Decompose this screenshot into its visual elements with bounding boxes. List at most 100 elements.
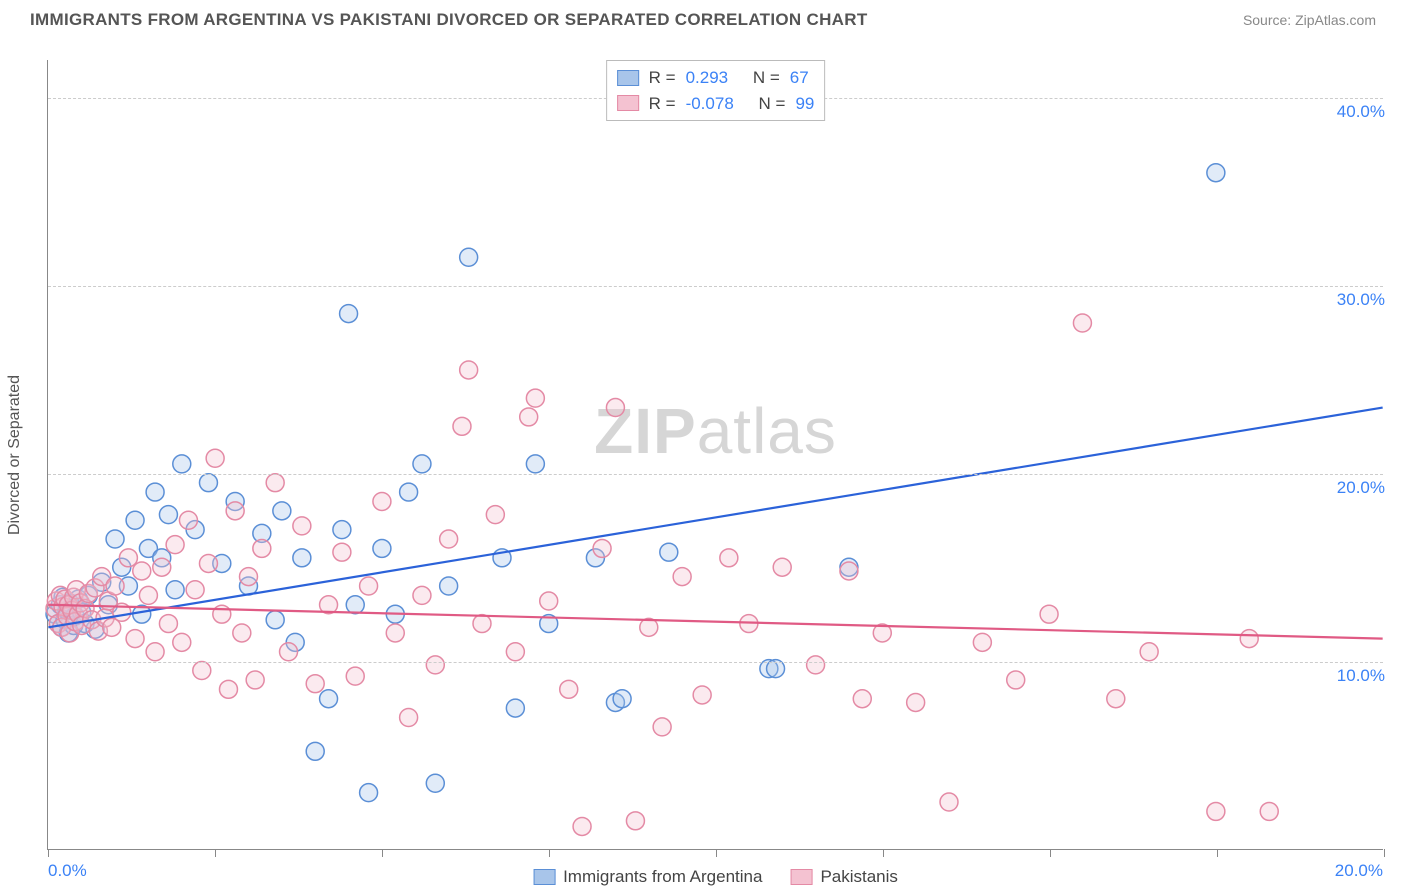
x-tick bbox=[1050, 849, 1051, 857]
scatter-point-pakistanis bbox=[673, 568, 691, 586]
scatter-point-argentina bbox=[426, 774, 444, 792]
y-tick-label: 30.0% bbox=[1331, 290, 1385, 310]
scatter-point-pakistanis bbox=[506, 643, 524, 661]
legend-stats-row-pakistanis: R = -0.078 N = 99 bbox=[617, 91, 815, 117]
x-tick bbox=[48, 849, 49, 857]
scatter-point-pakistanis bbox=[413, 586, 431, 604]
scatter-point-argentina bbox=[146, 483, 164, 501]
scatter-point-pakistanis bbox=[233, 624, 251, 642]
scatter-point-pakistanis bbox=[293, 517, 311, 535]
scatter-point-pakistanis bbox=[426, 656, 444, 674]
scatter-point-pakistanis bbox=[199, 554, 217, 572]
x-tick bbox=[883, 849, 884, 857]
scatter-point-pakistanis bbox=[1260, 802, 1278, 820]
scatter-point-argentina bbox=[413, 455, 431, 473]
legend-item-argentina: Immigrants from Argentina bbox=[533, 867, 762, 887]
plot-svg bbox=[48, 60, 1383, 849]
scatter-point-pakistanis bbox=[1207, 802, 1225, 820]
scatter-point-pakistanis bbox=[253, 539, 271, 557]
scatter-point-pakistanis bbox=[720, 549, 738, 567]
scatter-point-argentina bbox=[346, 596, 364, 614]
scatter-point-pakistanis bbox=[593, 539, 611, 557]
scatter-point-pakistanis bbox=[146, 643, 164, 661]
scatter-point-pakistanis bbox=[373, 492, 391, 510]
scatter-point-argentina bbox=[340, 305, 358, 323]
scatter-point-argentina bbox=[106, 530, 124, 548]
grid-line bbox=[48, 662, 1383, 663]
x-tick bbox=[215, 849, 216, 857]
scatter-point-pakistanis bbox=[280, 643, 298, 661]
x-tick-label: 20.0% bbox=[1335, 861, 1383, 881]
scatter-point-pakistanis bbox=[853, 690, 871, 708]
scatter-point-pakistanis bbox=[486, 506, 504, 524]
scatter-point-argentina bbox=[660, 543, 678, 561]
scatter-point-argentina bbox=[173, 455, 191, 473]
scatter-point-pakistanis bbox=[386, 624, 404, 642]
x-tick bbox=[716, 849, 717, 857]
scatter-point-argentina bbox=[373, 539, 391, 557]
source-label: Source: bbox=[1243, 12, 1291, 28]
r-value-argentina: 0.293 bbox=[686, 65, 729, 91]
scatter-point-argentina bbox=[320, 690, 338, 708]
n-label: N = bbox=[759, 91, 786, 117]
scatter-point-pakistanis bbox=[940, 793, 958, 811]
scatter-point-argentina bbox=[126, 511, 144, 529]
n-value-pakistanis: 99 bbox=[795, 91, 814, 117]
scatter-point-argentina bbox=[159, 506, 177, 524]
scatter-point-pakistanis bbox=[126, 630, 144, 648]
swatch-argentina bbox=[533, 869, 555, 885]
scatter-point-pakistanis bbox=[1007, 671, 1025, 689]
scatter-point-pakistanis bbox=[360, 577, 378, 595]
scatter-point-pakistanis bbox=[840, 562, 858, 580]
scatter-point-pakistanis bbox=[219, 680, 237, 698]
scatter-point-pakistanis bbox=[333, 543, 351, 561]
scatter-point-argentina bbox=[333, 521, 351, 539]
scatter-point-pakistanis bbox=[179, 511, 197, 529]
scatter-point-pakistanis bbox=[119, 549, 137, 567]
scatter-point-pakistanis bbox=[693, 686, 711, 704]
scatter-point-pakistanis bbox=[186, 581, 204, 599]
scatter-point-pakistanis bbox=[240, 568, 258, 586]
legend-label-pakistanis: Pakistanis bbox=[820, 867, 897, 887]
legend-stats-box: R = 0.293 N = 67 R = -0.078 N = 99 bbox=[606, 60, 826, 121]
source-site: ZipAtlas.com bbox=[1295, 12, 1376, 28]
x-tick bbox=[1217, 849, 1218, 857]
chart-header: IMMIGRANTS FROM ARGENTINA VS PAKISTANI D… bbox=[0, 0, 1406, 36]
scatter-point-pakistanis bbox=[540, 592, 558, 610]
scatter-point-argentina bbox=[460, 248, 478, 266]
scatter-point-pakistanis bbox=[807, 656, 825, 674]
scatter-point-argentina bbox=[506, 699, 524, 717]
scatter-point-pakistanis bbox=[213, 605, 231, 623]
scatter-point-pakistanis bbox=[440, 530, 458, 548]
source-attribution: Source: ZipAtlas.com bbox=[1243, 12, 1376, 28]
scatter-point-pakistanis bbox=[1240, 630, 1258, 648]
scatter-point-argentina bbox=[199, 474, 217, 492]
scatter-point-argentina bbox=[440, 577, 458, 595]
scatter-point-argentina bbox=[1207, 164, 1225, 182]
scatter-point-pakistanis bbox=[473, 615, 491, 633]
scatter-point-pakistanis bbox=[653, 718, 671, 736]
scatter-point-pakistanis bbox=[193, 662, 211, 680]
scatter-point-pakistanis bbox=[526, 389, 544, 407]
scatter-point-argentina bbox=[266, 611, 284, 629]
r-value-pakistanis: -0.078 bbox=[686, 91, 734, 117]
x-tick bbox=[1384, 849, 1385, 857]
legend-stats-row-argentina: R = 0.293 N = 67 bbox=[617, 65, 815, 91]
scatter-point-argentina bbox=[293, 549, 311, 567]
legend-item-pakistanis: Pakistanis bbox=[790, 867, 897, 887]
x-tick bbox=[382, 849, 383, 857]
scatter-point-pakistanis bbox=[573, 817, 591, 835]
x-tick bbox=[549, 849, 550, 857]
swatch-pakistanis bbox=[617, 95, 639, 111]
scatter-point-pakistanis bbox=[266, 474, 284, 492]
scatter-point-argentina bbox=[273, 502, 291, 520]
scatter-point-pakistanis bbox=[159, 615, 177, 633]
scatter-point-pakistanis bbox=[1140, 643, 1158, 661]
scatter-point-pakistanis bbox=[206, 449, 224, 467]
scatter-point-pakistanis bbox=[166, 536, 184, 554]
scatter-point-pakistanis bbox=[226, 502, 244, 520]
scatter-point-pakistanis bbox=[973, 633, 991, 651]
scatter-point-argentina bbox=[400, 483, 418, 501]
scatter-point-argentina bbox=[613, 690, 631, 708]
scatter-point-pakistanis bbox=[139, 586, 157, 604]
